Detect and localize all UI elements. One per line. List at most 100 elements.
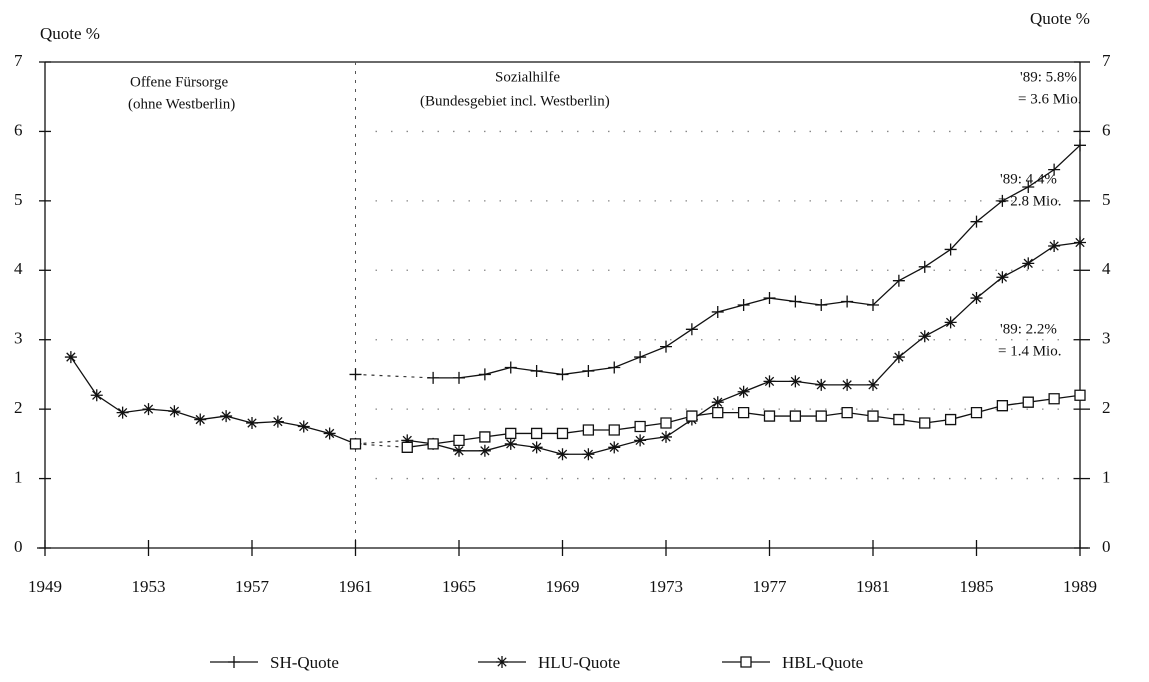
marker	[427, 438, 439, 450]
marker	[556, 427, 569, 440]
series-line	[70, 356, 356, 445]
marker	[841, 295, 854, 308]
legend-marker	[496, 656, 508, 668]
x-tick-label: 1985	[960, 577, 994, 596]
legend-marker	[740, 656, 752, 668]
annotation: '89: 2.2%	[1000, 321, 1057, 337]
marker	[323, 427, 336, 440]
marker	[944, 243, 957, 256]
marker	[970, 215, 983, 228]
x-tick-label: 1961	[339, 577, 373, 596]
annotation: (ohne Westberlin)	[128, 96, 235, 112]
marker	[892, 274, 905, 287]
annotation: '89: 5.8%	[1020, 69, 1077, 85]
y-tick-label: 7	[14, 51, 23, 70]
series-line	[407, 394, 1081, 448]
marker	[763, 375, 776, 388]
marker	[297, 420, 310, 433]
marker	[893, 413, 905, 426]
marker	[712, 406, 724, 419]
marker	[582, 424, 595, 436]
marker	[815, 410, 827, 422]
y2-tick-label: 4	[1102, 259, 1111, 278]
marker	[996, 400, 1009, 412]
y-tick-label: 0	[14, 537, 23, 556]
x-tick-label: 1969	[546, 577, 580, 596]
marker	[556, 448, 569, 461]
marker	[116, 406, 129, 419]
marker	[1074, 389, 1086, 401]
y-tick-label: 5	[14, 190, 23, 209]
marker	[401, 441, 413, 453]
marker	[479, 431, 491, 443]
y2-tick-label: 1	[1102, 467, 1111, 486]
marker	[349, 368, 362, 381]
marker	[970, 406, 983, 419]
annotation: = 1.4 Mio.	[998, 343, 1061, 359]
marker	[841, 406, 853, 419]
marker	[582, 448, 595, 461]
marker	[711, 396, 724, 409]
marker	[763, 410, 776, 422]
x-tick-label: 1965	[442, 577, 476, 596]
y2-tick-label: 6	[1102, 120, 1111, 139]
marker	[944, 316, 957, 329]
x-tick-label: 1973	[649, 577, 683, 596]
marker	[427, 371, 440, 384]
marker	[504, 361, 517, 374]
marker	[763, 292, 776, 305]
marker	[453, 371, 465, 384]
legend-label: HBL-Quote	[782, 653, 863, 672]
marker	[892, 351, 905, 364]
annotation: = 2.8 Mio.	[998, 193, 1061, 209]
marker	[608, 424, 620, 436]
annotation: (Bundesgebiet incl. Westberlin)	[420, 93, 610, 109]
marker	[789, 295, 802, 308]
y-tick-label: 2	[14, 398, 23, 417]
gap-connector	[355, 439, 408, 445]
marker	[660, 417, 672, 429]
annotation: Sozialhilfe	[495, 69, 560, 85]
y2-tick-label: 5	[1102, 190, 1111, 209]
marker	[530, 427, 543, 440]
marker	[505, 427, 517, 440]
marker	[1022, 180, 1035, 193]
marker	[737, 406, 750, 419]
series-line	[407, 241, 1081, 455]
marker	[634, 420, 646, 433]
gap-connector	[355, 443, 408, 448]
marker	[685, 323, 698, 336]
marker	[90, 389, 103, 402]
y2-tick-label: 7	[1102, 51, 1111, 70]
marker	[1048, 163, 1061, 176]
legend-label: HLU-Quote	[538, 653, 620, 672]
marker	[867, 299, 879, 311]
marker	[504, 437, 517, 450]
marker	[453, 444, 465, 457]
marker	[660, 430, 672, 443]
marker	[582, 364, 595, 377]
marker	[530, 364, 543, 377]
marker	[918, 330, 931, 343]
marker	[453, 434, 465, 447]
marker	[815, 299, 828, 311]
marker	[220, 410, 233, 423]
y-axis-label-right: Quote %	[1030, 9, 1090, 28]
marker	[660, 340, 672, 353]
annotation: = 3.6 Mio.	[1018, 91, 1081, 107]
legend-label: SH-Quote	[270, 653, 339, 672]
y-tick-label: 1	[14, 467, 23, 486]
x-tick-label: 1977	[753, 577, 788, 596]
marker	[608, 441, 621, 454]
marker	[1048, 239, 1061, 252]
x-tick-label: 1989	[1063, 577, 1097, 596]
y2-tick-label: 2	[1102, 398, 1111, 417]
marker	[1074, 139, 1086, 152]
marker	[194, 413, 207, 426]
marker	[478, 444, 491, 457]
marker	[608, 361, 621, 374]
marker	[634, 351, 647, 364]
y2-tick-label: 0	[1102, 537, 1111, 556]
marker	[711, 305, 724, 318]
marker	[841, 378, 854, 391]
